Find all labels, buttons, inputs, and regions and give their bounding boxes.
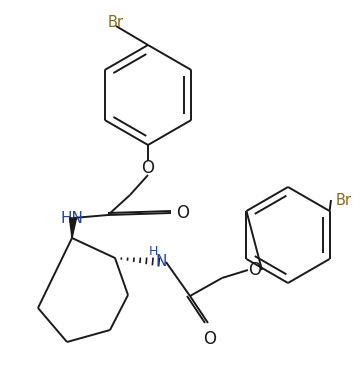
Text: HN: HN: [60, 211, 83, 225]
Text: Br: Br: [108, 15, 124, 29]
Text: Br: Br: [336, 192, 352, 208]
Text: O: O: [203, 330, 216, 348]
Text: O: O: [176, 204, 189, 222]
Text: O: O: [248, 261, 261, 279]
Text: O: O: [142, 159, 155, 177]
Text: H: H: [148, 245, 158, 258]
Polygon shape: [70, 218, 76, 238]
Text: N: N: [155, 254, 167, 269]
